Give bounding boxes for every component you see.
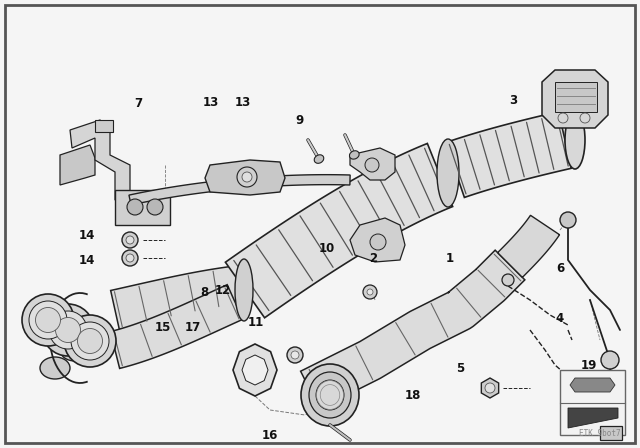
- Bar: [555, 82, 597, 112]
- Polygon shape: [445, 112, 572, 198]
- Ellipse shape: [29, 301, 67, 339]
- Polygon shape: [570, 378, 615, 392]
- Circle shape: [122, 232, 138, 248]
- Ellipse shape: [49, 311, 87, 349]
- Text: 2: 2: [369, 251, 377, 264]
- Circle shape: [122, 250, 138, 266]
- Bar: [115, 190, 170, 225]
- Circle shape: [502, 274, 514, 286]
- Ellipse shape: [22, 294, 74, 346]
- Ellipse shape: [64, 315, 116, 367]
- Text: ETK 9bot7: ETK 9bot7: [579, 429, 621, 438]
- Text: 10: 10: [319, 241, 335, 254]
- Circle shape: [580, 113, 590, 123]
- Text: 9: 9: [296, 113, 304, 126]
- Circle shape: [147, 199, 163, 215]
- Polygon shape: [225, 143, 452, 318]
- Ellipse shape: [301, 364, 359, 426]
- Circle shape: [287, 347, 303, 363]
- Ellipse shape: [565, 111, 585, 169]
- Text: 14: 14: [79, 228, 95, 241]
- Text: 5: 5: [456, 362, 464, 375]
- Circle shape: [126, 254, 134, 262]
- Text: 11: 11: [248, 315, 264, 328]
- Ellipse shape: [40, 357, 70, 379]
- Polygon shape: [129, 175, 350, 205]
- Bar: [564, 375, 584, 385]
- Polygon shape: [70, 120, 130, 200]
- Text: 7: 7: [134, 96, 142, 109]
- Ellipse shape: [71, 322, 109, 360]
- Ellipse shape: [316, 380, 344, 410]
- Text: 4: 4: [556, 311, 564, 324]
- Polygon shape: [568, 408, 618, 428]
- Polygon shape: [205, 160, 285, 195]
- Circle shape: [560, 212, 576, 228]
- Polygon shape: [60, 145, 95, 185]
- Polygon shape: [111, 265, 246, 330]
- Ellipse shape: [437, 139, 459, 207]
- Circle shape: [558, 113, 568, 123]
- Ellipse shape: [349, 151, 359, 159]
- Circle shape: [367, 289, 373, 295]
- Text: 1: 1: [446, 251, 454, 264]
- Ellipse shape: [42, 304, 94, 356]
- Polygon shape: [481, 378, 499, 398]
- Text: 13: 13: [235, 95, 251, 108]
- Ellipse shape: [40, 299, 70, 321]
- Ellipse shape: [314, 155, 324, 164]
- Ellipse shape: [309, 372, 351, 418]
- Ellipse shape: [56, 318, 81, 343]
- Circle shape: [126, 236, 134, 244]
- Polygon shape: [110, 284, 243, 368]
- Text: 14: 14: [79, 254, 95, 267]
- Circle shape: [291, 351, 299, 359]
- Ellipse shape: [77, 328, 102, 353]
- Circle shape: [601, 351, 619, 369]
- Circle shape: [237, 167, 257, 187]
- Text: 19: 19: [581, 358, 597, 371]
- Text: 12: 12: [215, 284, 231, 297]
- Text: 17: 17: [185, 320, 201, 333]
- Polygon shape: [233, 344, 277, 396]
- Polygon shape: [350, 148, 395, 180]
- Polygon shape: [542, 70, 608, 128]
- Circle shape: [363, 285, 377, 299]
- Circle shape: [365, 158, 379, 172]
- Text: 13: 13: [203, 95, 219, 108]
- Bar: [560, 370, 625, 435]
- Bar: [600, 426, 622, 440]
- Circle shape: [485, 383, 495, 393]
- Ellipse shape: [60, 339, 90, 361]
- Text: 16: 16: [262, 428, 278, 441]
- Text: 6: 6: [556, 262, 564, 275]
- Ellipse shape: [35, 307, 61, 332]
- Ellipse shape: [235, 259, 253, 321]
- Text: 18: 18: [405, 388, 421, 401]
- Polygon shape: [301, 250, 525, 409]
- Circle shape: [242, 172, 252, 182]
- Text: 15: 15: [155, 320, 171, 333]
- Polygon shape: [350, 218, 405, 262]
- Polygon shape: [242, 355, 268, 385]
- Bar: [95, 120, 113, 132]
- Text: 8: 8: [200, 285, 208, 298]
- Circle shape: [127, 199, 143, 215]
- Polygon shape: [498, 215, 559, 277]
- Circle shape: [370, 234, 386, 250]
- Text: 3: 3: [509, 94, 517, 107]
